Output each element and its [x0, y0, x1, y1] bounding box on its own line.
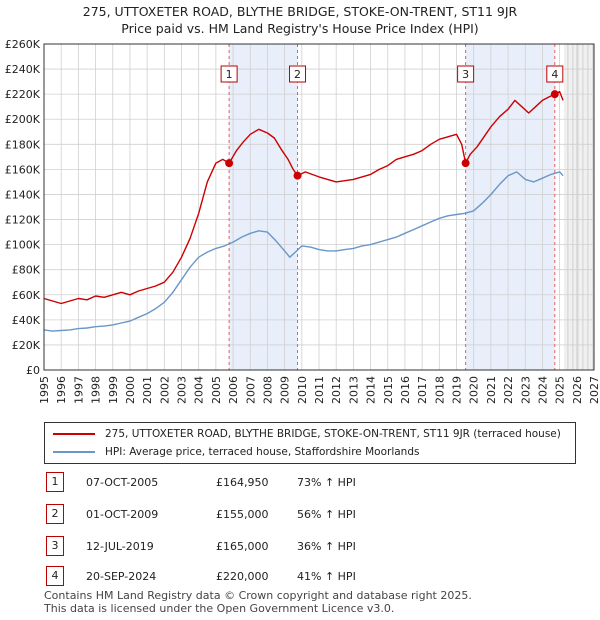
transaction-hpi: 73% ↑ HPI [297, 476, 356, 489]
sale-label-box [220, 65, 238, 83]
sale-point [293, 171, 302, 180]
x-tick-label: 1999 [107, 376, 120, 404]
legend-item-hpi: HPI: Average price, terraced house, Staf… [53, 444, 419, 460]
x-tick-label: 2023 [519, 376, 532, 404]
y-tick-label: £0 [26, 364, 40, 377]
legend-label-property: 275, UTTOXETER ROAD, BLYTHE BRIDGE, STOK… [105, 428, 561, 440]
chart-title: 275, UTTOXETER ROAD, BLYTHE BRIDGE, STOK… [82, 4, 518, 19]
transaction-date: 20-SEP-2024 [86, 570, 157, 583]
transaction-badge: 3 [46, 536, 64, 556]
x-tick-label: 2010 [296, 376, 309, 404]
x-tick-label: 2026 [571, 376, 584, 404]
transaction-badge: 1 [46, 472, 64, 492]
sale-label: 2 [294, 68, 301, 81]
transaction-row: 3 12-JUL-2019 £165,000 36% ↑ HPI [44, 536, 584, 560]
x-tick-label: 2000 [124, 376, 137, 404]
price-chart: 1 2 3 4 £0 £20K £40K £60K £80K £100K £120K £140K £16… [5, 38, 600, 404]
sale-label: 1 [226, 68, 233, 81]
sale-period-shade [465, 44, 555, 370]
transaction-date: 12-JUL-2019 [86, 540, 154, 553]
x-tick-label: 2020 [468, 376, 481, 404]
transaction-price: £164,950 [216, 476, 269, 489]
sale-label-box [546, 65, 564, 83]
transaction-price: £220,000 [216, 570, 269, 583]
transaction-row: 1 07-OCT-2005 £164,950 73% ↑ HPI [44, 472, 584, 496]
y-tick-label: £200K [5, 113, 41, 126]
y-tick-label: £80K [12, 264, 41, 277]
x-tick-label: 2007 [244, 376, 257, 404]
x-tick-label: 2001 [141, 376, 154, 404]
property-price-line [43, 90, 564, 305]
y-tick-label: £40K [12, 314, 41, 327]
legend-item-property: 275, UTTOXETER ROAD, BLYTHE BRIDGE, STOK… [53, 426, 561, 442]
x-tick-label: 2002 [158, 376, 171, 404]
legend-label-hpi: HPI: Average price, terraced house, Staf… [105, 446, 420, 458]
x-tick-label: 2024 [536, 376, 549, 404]
y-tick-label: £260K [5, 38, 41, 51]
transaction-row: 2 01-OCT-2009 £155,000 56% ↑ HPI [44, 504, 584, 528]
x-tick-label: 2017 [416, 376, 429, 404]
transaction-badge: 2 [46, 504, 64, 524]
sale-point [550, 90, 559, 99]
transaction-price: £155,000 [216, 508, 269, 521]
x-tick-label: 2014 [365, 376, 378, 404]
x-tick-label: 1996 [55, 376, 68, 404]
sale-label-box [457, 65, 475, 83]
x-tick-label: 2019 [451, 376, 464, 404]
y-tick-label: £220K [5, 88, 41, 101]
x-tick-label: 2025 [554, 376, 567, 404]
x-tick-label: 2005 [210, 376, 223, 404]
transaction-hpi: 41% ↑ HPI [297, 570, 356, 583]
chart-legend: 275, UTTOXETER ROAD, BLYTHE BRIDGE, STOK… [44, 422, 576, 464]
x-tick-label: 2004 [193, 376, 206, 404]
y-tick-label: £240K [5, 63, 41, 76]
chart-subtitle: Price paid vs. HM Land Registry's House … [121, 21, 479, 36]
x-tick-label: 2008 [261, 376, 274, 404]
transaction-badge: 4 [46, 566, 64, 586]
plot-border [43, 43, 595, 371]
forecast-region [563, 44, 594, 370]
x-tick-label: 2016 [399, 376, 412, 404]
y-tick-label: £20K [12, 339, 41, 352]
footer-licence: This data is licensed under the Open Gov… [44, 602, 395, 615]
transaction-date: 07-OCT-2005 [86, 476, 159, 489]
sale-label-box [289, 65, 307, 83]
transaction-price: £165,000 [216, 540, 269, 553]
sale-label: 4 [551, 68, 558, 81]
transaction-hpi: 36% ↑ HPI [297, 540, 356, 553]
x-tick-label: 2027 [588, 376, 600, 404]
x-tick-label: 2011 [313, 376, 326, 404]
sale-label: 3 [462, 68, 469, 81]
x-tick-label: 2022 [502, 376, 515, 404]
transaction-date: 01-OCT-2009 [86, 508, 159, 521]
x-tick-label: 2018 [433, 376, 446, 404]
legend-swatch-property [53, 433, 95, 435]
x-tick-label: 1998 [90, 376, 103, 404]
legend-swatch-hpi [53, 451, 95, 453]
transaction-hpi: 56% ↑ HPI [297, 508, 356, 521]
y-tick-label: £180K [5, 138, 41, 151]
hpi-line [43, 171, 564, 332]
x-tick-label: 2006 [227, 376, 240, 404]
x-tick-label: 2021 [485, 376, 498, 404]
x-tick-label: 2009 [279, 376, 292, 404]
y-tick-label: £60K [12, 289, 41, 302]
x-tick-label: 2003 [176, 376, 189, 404]
x-tick-label: 2012 [330, 376, 343, 404]
sale-point [225, 159, 234, 168]
x-tick-label: 2015 [382, 376, 395, 404]
footer-copyright: Contains HM Land Registry data © Crown c… [44, 589, 472, 602]
x-tick-label: 2013 [347, 376, 360, 404]
transaction-row: 4 20-SEP-2024 £220,000 41% ↑ HPI [44, 566, 584, 590]
y-tick-label: £120K [5, 214, 41, 227]
y-tick-label: £140K [5, 188, 41, 201]
sale-period-shade [229, 44, 298, 370]
y-tick-label: £100K [5, 239, 41, 252]
x-tick-label: 1995 [38, 376, 51, 404]
x-tick-label: 1997 [72, 376, 85, 404]
y-tick-label: £160K [5, 163, 41, 176]
sale-point [461, 159, 470, 168]
